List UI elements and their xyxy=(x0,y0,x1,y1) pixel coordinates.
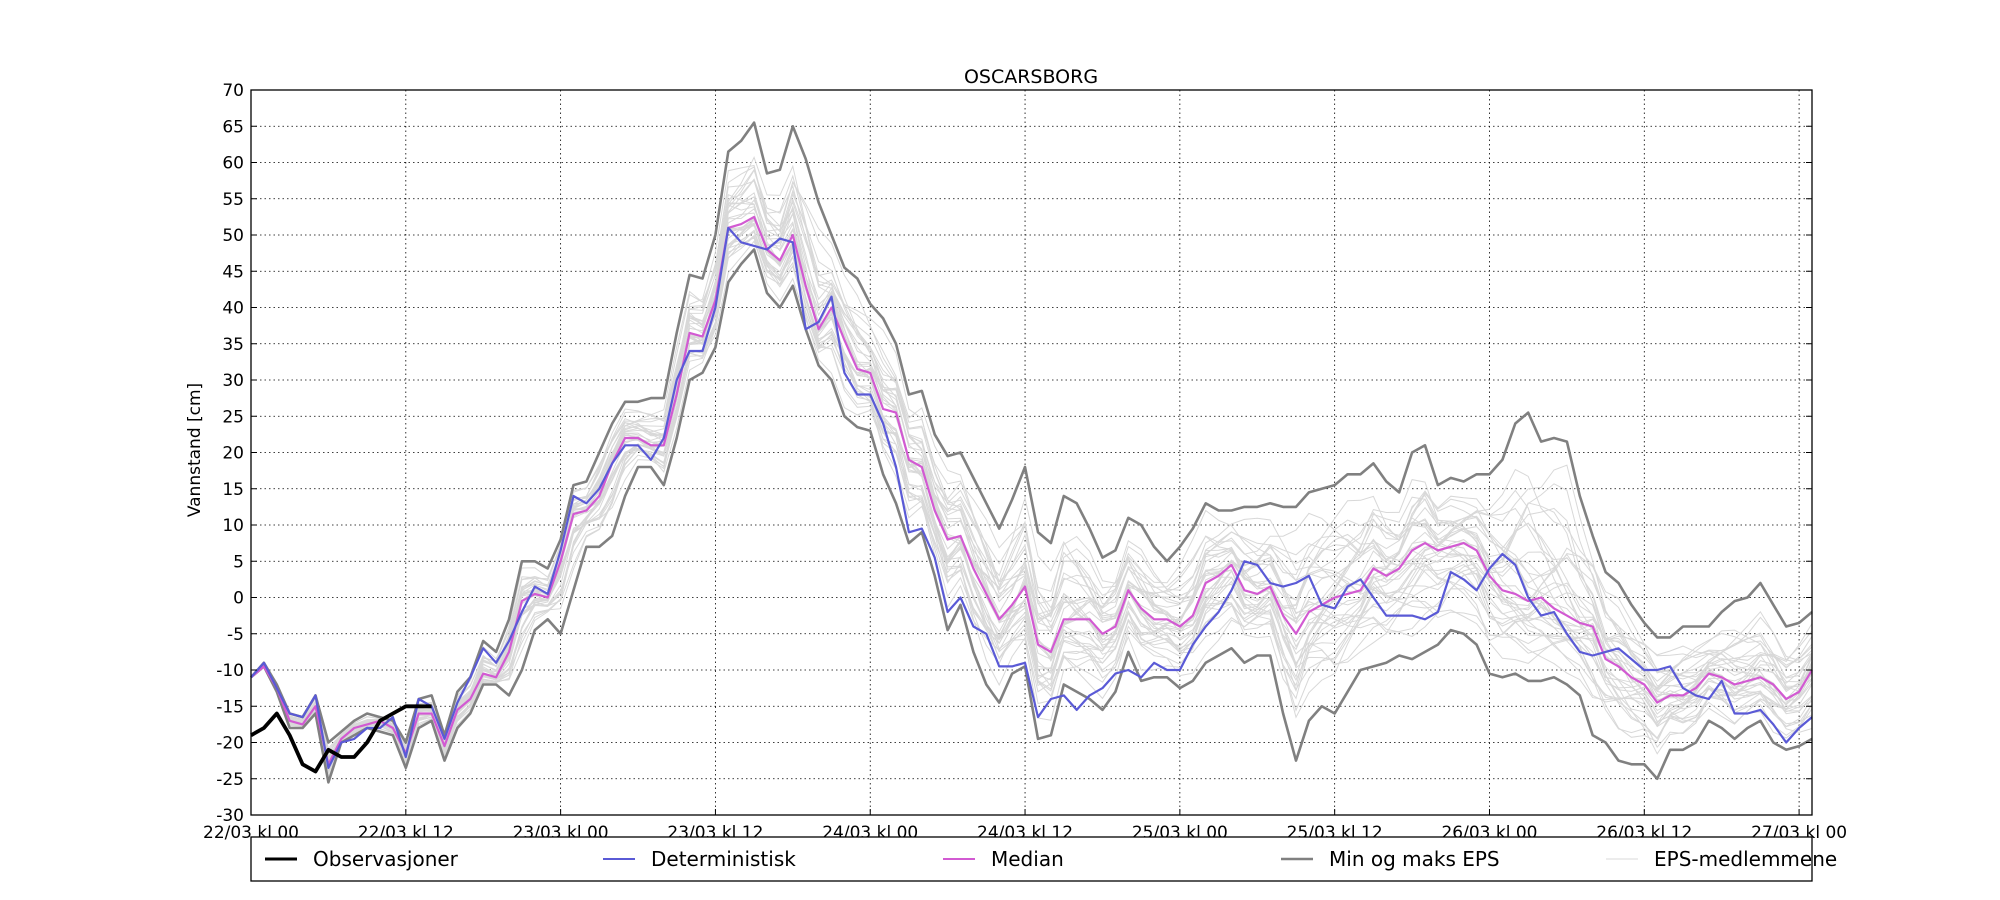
eps-member-line xyxy=(250,231,1813,769)
legend-box xyxy=(250,836,1813,882)
legend-label: Median xyxy=(991,847,1064,871)
eps-member-line xyxy=(250,169,1813,761)
eps-min-line xyxy=(250,248,1813,784)
y-tick-label: -20 xyxy=(216,734,244,754)
legend: Observasjoner Deterministisk Median Min og … xyxy=(250,836,1837,882)
y-tick-label: 30 xyxy=(222,371,244,391)
eps-member-line xyxy=(250,193,1813,756)
eps-member-line xyxy=(250,156,1813,764)
y-axis-label: Vannstand [cm] xyxy=(185,383,205,517)
y-tick-label: -10 xyxy=(216,661,244,681)
legend-label: Min og maks EPS xyxy=(1329,847,1500,871)
y-tick-label: 25 xyxy=(222,407,244,427)
y-tick-label: 50 xyxy=(222,226,244,246)
legend-label: Deterministisk xyxy=(651,847,796,871)
observations-line xyxy=(250,704,432,774)
y-tick-label: -15 xyxy=(216,697,244,717)
chart-title: OSCARSBORG xyxy=(964,66,1098,88)
y-tick-label: 20 xyxy=(222,444,244,464)
series-layer xyxy=(250,121,1813,784)
deterministic-line xyxy=(250,226,1813,769)
y-tick-label: 10 xyxy=(222,516,244,536)
y-tick-label: -5 xyxy=(227,625,244,645)
legend-label: EPS-medlemmene xyxy=(1654,847,1837,871)
y-tick-label: 40 xyxy=(222,299,244,319)
eps-max-line xyxy=(250,121,1813,744)
eps-member-line xyxy=(250,180,1813,755)
y-tick-label: 45 xyxy=(222,262,244,282)
median-line xyxy=(250,215,1813,766)
y-tick-label: 35 xyxy=(222,335,244,355)
y-tick-label: -30 xyxy=(216,806,244,826)
y-tick-label: 70 xyxy=(222,81,244,101)
legend-label: Observasjoner xyxy=(313,847,459,871)
y-tick-label: 65 xyxy=(222,117,244,137)
y-tick-label: 15 xyxy=(222,480,244,500)
grid-lines xyxy=(251,90,1812,815)
y-tick-label: 0 xyxy=(233,589,244,609)
y-tick-label: 5 xyxy=(233,552,244,572)
y-tick-label: -25 xyxy=(216,770,244,790)
y-tick-label: 60 xyxy=(222,154,244,174)
y-tick-label: 55 xyxy=(222,190,244,210)
